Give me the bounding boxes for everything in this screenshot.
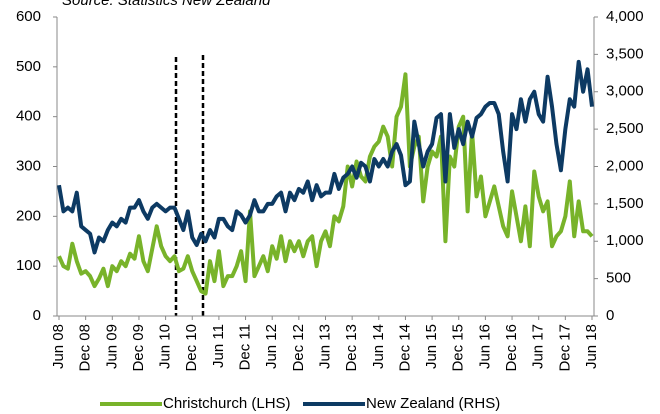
- y2-tick-label: 3,500: [606, 45, 644, 62]
- x-tick-label: Jun 15: [423, 324, 440, 369]
- y-tick-label: 100: [16, 257, 41, 274]
- y2-tick-label: 3,000: [606, 83, 644, 100]
- y2-tick-label: 500: [606, 270, 631, 287]
- series-line: [57, 59, 594, 255]
- x-tick-label: Dec 17: [556, 324, 573, 372]
- x-tick-label: Dec 12: [290, 324, 307, 372]
- x-tick-label: Jun 13: [316, 324, 333, 369]
- y2-tick-label: 2,000: [606, 157, 644, 174]
- y2-tick-label: 2,500: [606, 120, 644, 137]
- x-tick-label: Dec 16: [503, 324, 520, 372]
- y2-tick-label: 1,500: [606, 195, 644, 212]
- x-tick-label: Jun 12: [263, 324, 280, 369]
- x-tick-label: Jun 08: [50, 324, 67, 369]
- y-tick-label: 500: [16, 58, 41, 75]
- x-tick-label: Dec 14: [396, 324, 413, 372]
- x-tick-label: Jun 10: [157, 324, 174, 369]
- legend-label: Christchurch (LHS): [163, 395, 291, 412]
- x-tick-label: Jun 14: [370, 324, 387, 369]
- y2-tick-label: 0: [606, 307, 614, 324]
- chart-subtitle: Source: Statistics New Zealand: [62, 0, 271, 9]
- x-tick-label: Jun 09: [103, 324, 120, 369]
- y-tick-label: 400: [16, 108, 41, 125]
- x-tick-label: Dec 15: [450, 324, 467, 372]
- x-tick-label: Jun 18: [583, 324, 600, 369]
- y-tick-label: 0: [33, 307, 41, 324]
- x-tick-label: Dec 10: [183, 324, 200, 372]
- series-line: [57, 72, 594, 296]
- x-tick-label: Dec 11: [237, 324, 254, 370]
- y2-tick-label: 4,000: [606, 8, 644, 25]
- y-tick-label: 300: [16, 157, 41, 174]
- y-tick-label: 200: [16, 207, 41, 224]
- x-tick-label: Dec 13: [343, 324, 360, 372]
- x-tick-label: Jun 16: [476, 324, 493, 369]
- x-tick-label: Jun 17: [530, 324, 547, 369]
- x-tick-label: Dec 09: [130, 324, 147, 372]
- x-tick-label: Jun 11: [210, 324, 227, 368]
- legend-label: New Zealand (RHS): [366, 395, 500, 412]
- x-tick-label: Dec 08: [77, 324, 94, 372]
- y2-tick-label: 1,000: [606, 232, 644, 249]
- y-tick-label: 600: [16, 8, 41, 25]
